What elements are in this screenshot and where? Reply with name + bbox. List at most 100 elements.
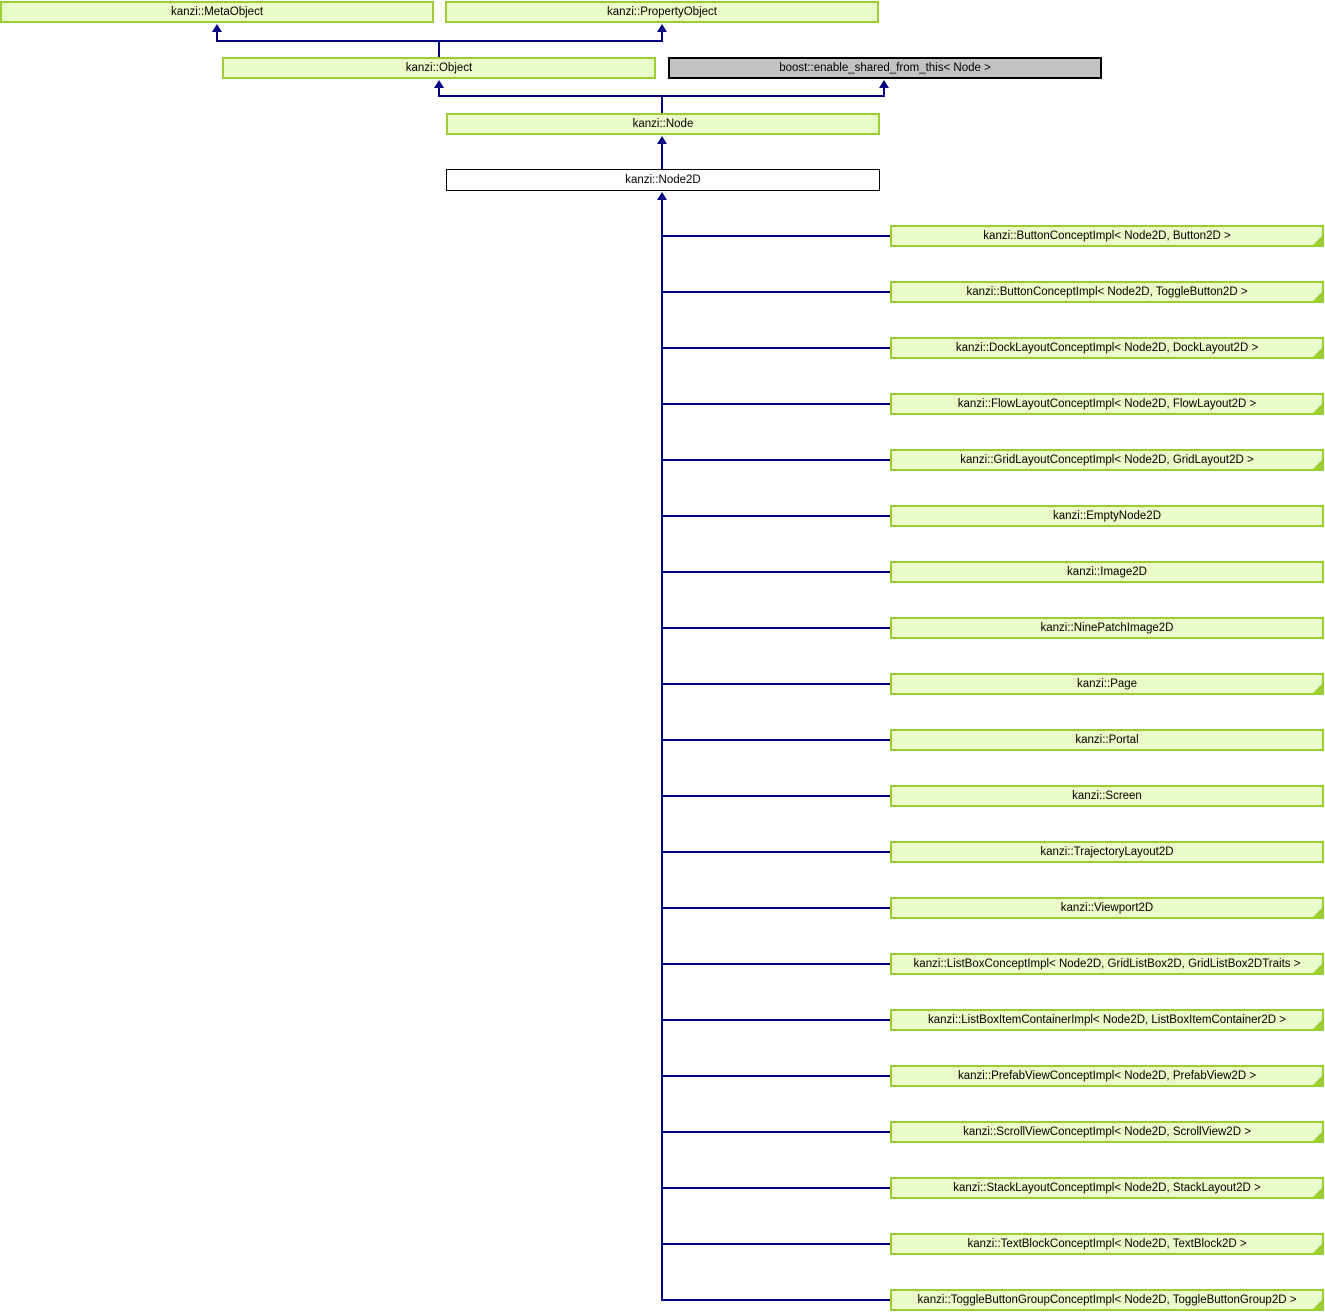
branch-edge xyxy=(663,291,890,293)
class-label: kanzi::DockLayoutConceptImpl< Node2D, Do… xyxy=(955,342,1259,354)
class-label: kanzi::Page xyxy=(1076,678,1138,690)
branch-edge xyxy=(663,1299,890,1301)
class-label: kanzi::ButtonConceptImpl< Node2D, Button… xyxy=(983,230,1231,242)
class-box-derived-12[interactable]: kanzi::Viewport2D xyxy=(890,897,1324,919)
class-label: kanzi::ScrollViewConceptImpl< Node2D, Sc… xyxy=(963,1126,1251,1138)
class-label: kanzi::GridLayoutConceptImpl< Node2D, Gr… xyxy=(960,454,1254,466)
class-label: kanzi::Object xyxy=(405,62,473,74)
class-label: kanzi::TextBlockConceptImpl< Node2D, Tex… xyxy=(967,1238,1247,1250)
class-label: kanzi::Node2D xyxy=(625,174,701,186)
class-box-kanzi-metaobject[interactable]: kanzi::MetaObject xyxy=(0,1,434,23)
fold-corner-icon xyxy=(1312,1019,1323,1030)
class-box-boost-enable-shared-from-this: boost::enable_shared_from_this< Node > xyxy=(668,57,1102,79)
fold-corner-icon xyxy=(1312,403,1323,414)
class-box-derived-1[interactable]: kanzi::ButtonConceptImpl< Node2D, Toggle… xyxy=(890,281,1324,303)
branch-edge xyxy=(663,459,890,461)
branch-edge xyxy=(663,795,890,797)
class-label: kanzi::StackLayoutConceptImpl< Node2D, S… xyxy=(953,1182,1261,1194)
inheritance-arrowhead xyxy=(657,24,667,32)
branch-edge xyxy=(663,1187,890,1189)
fold-corner-icon xyxy=(1312,1075,1323,1086)
fold-corner-icon xyxy=(1312,907,1323,918)
branch-edge xyxy=(663,1075,890,1077)
class-box-derived-18[interactable]: kanzi::TextBlockConceptImpl< Node2D, Tex… xyxy=(890,1233,1324,1255)
branch-edge xyxy=(663,571,890,573)
inheritance-edge xyxy=(661,143,663,170)
inheritance-arrowhead xyxy=(212,24,222,32)
fold-corner-icon xyxy=(1312,459,1323,470)
class-box-derived-9[interactable]: kanzi::Portal xyxy=(890,729,1324,751)
class-label: kanzi::Node xyxy=(632,118,694,130)
fold-corner-icon xyxy=(1312,683,1323,694)
fold-corner-icon xyxy=(1312,291,1323,302)
class-label: kanzi::PrefabViewConceptImpl< Node2D, Pr… xyxy=(957,1070,1257,1082)
class-label: kanzi::Portal xyxy=(1075,734,1139,746)
class-label: kanzi::ListBoxConceptImpl< Node2D, GridL… xyxy=(913,958,1301,970)
class-label: kanzi::Viewport2D xyxy=(1060,902,1154,914)
inheritance-arrowhead xyxy=(657,136,667,144)
fold-corner-icon xyxy=(1312,235,1323,246)
inheritance-edge xyxy=(438,41,440,57)
class-label: kanzi::ToggleButtonGroupConceptImpl< Nod… xyxy=(917,1294,1297,1306)
class-label: kanzi::NinePatchImage2D xyxy=(1040,622,1174,634)
class-box-derived-4[interactable]: kanzi::GridLayoutConceptImpl< Node2D, Gr… xyxy=(890,449,1324,471)
class-label: boost::enable_shared_from_this< Node > xyxy=(779,62,991,74)
branch-edge xyxy=(663,739,890,741)
fold-corner-icon xyxy=(1312,1299,1323,1310)
fold-corner-icon xyxy=(1312,963,1323,974)
inheritance-edge xyxy=(883,87,885,97)
inheritance-arrowhead xyxy=(434,80,444,88)
class-box-kanzi-node2d-focus: kanzi::Node2D xyxy=(446,169,880,191)
class-label: kanzi::PropertyObject xyxy=(607,6,717,18)
class-label: kanzi::TrajectoryLayout2D xyxy=(1040,846,1174,858)
trunk-edge xyxy=(661,199,663,1301)
branch-edge xyxy=(663,515,890,517)
class-box-kanzi-propertyobject[interactable]: kanzi::PropertyObject xyxy=(445,1,879,23)
class-box-derived-14[interactable]: kanzi::ListBoxItemContainerImpl< Node2D,… xyxy=(890,1009,1324,1031)
branch-edge xyxy=(663,235,890,237)
inheritance-edge xyxy=(661,30,663,42)
class-box-derived-19[interactable]: kanzi::ToggleButtonGroupConceptImpl< Nod… xyxy=(890,1289,1324,1311)
class-label: kanzi::EmptyNode2D xyxy=(1052,510,1162,522)
class-box-derived-11[interactable]: kanzi::TrajectoryLayout2D xyxy=(890,841,1324,863)
fold-corner-icon xyxy=(1312,1187,1323,1198)
branch-edge xyxy=(663,683,890,685)
branch-edge xyxy=(663,1131,890,1133)
inheritance-arrowhead xyxy=(879,80,889,88)
class-box-kanzi-node[interactable]: kanzi::Node xyxy=(446,113,880,135)
class-box-derived-16[interactable]: kanzi::ScrollViewConceptImpl< Node2D, Sc… xyxy=(890,1121,1324,1143)
class-label: kanzi::Screen xyxy=(1072,790,1142,802)
inheritance-edge xyxy=(216,30,218,42)
class-box-derived-3[interactable]: kanzi::FlowLayoutConceptImpl< Node2D, Fl… xyxy=(890,393,1324,415)
class-box-derived-15[interactable]: kanzi::PrefabViewConceptImpl< Node2D, Pr… xyxy=(890,1065,1324,1087)
branch-edge xyxy=(663,347,890,349)
inheritance-arrowhead xyxy=(657,192,667,200)
fold-corner-icon xyxy=(1312,1243,1323,1254)
class-box-kanzi-object[interactable]: kanzi::Object xyxy=(222,57,656,79)
class-label: kanzi::Image2D xyxy=(1067,566,1147,578)
class-box-derived-2[interactable]: kanzi::DockLayoutConceptImpl< Node2D, Do… xyxy=(890,337,1324,359)
branch-edge xyxy=(663,963,890,965)
inheritance-edge xyxy=(661,96,663,114)
class-box-derived-13[interactable]: kanzi::ListBoxConceptImpl< Node2D, GridL… xyxy=(890,953,1324,975)
branch-edge xyxy=(663,627,890,629)
fold-corner-icon xyxy=(1312,347,1323,358)
class-box-derived-5[interactable]: kanzi::EmptyNode2D xyxy=(890,505,1324,527)
branch-edge xyxy=(663,907,890,909)
class-label: kanzi::ButtonConceptImpl< Node2D, Toggle… xyxy=(966,286,1248,298)
inheritance-edge xyxy=(438,87,440,97)
class-box-derived-8[interactable]: kanzi::Page xyxy=(890,673,1324,695)
class-box-derived-7[interactable]: kanzi::NinePatchImage2D xyxy=(890,617,1324,639)
class-label: kanzi::ListBoxItemContainerImpl< Node2D,… xyxy=(928,1014,1286,1026)
branch-edge xyxy=(663,1243,890,1245)
class-box-derived-0[interactable]: kanzi::ButtonConceptImpl< Node2D, Button… xyxy=(890,225,1324,247)
fold-corner-icon xyxy=(1312,1131,1323,1142)
class-box-derived-6[interactable]: kanzi::Image2D xyxy=(890,561,1324,583)
class-label: kanzi::MetaObject xyxy=(170,6,264,18)
branch-edge xyxy=(663,851,890,853)
branch-edge xyxy=(663,403,890,405)
class-box-derived-17[interactable]: kanzi::StackLayoutConceptImpl< Node2D, S… xyxy=(890,1177,1324,1199)
class-box-derived-10[interactable]: kanzi::Screen xyxy=(890,785,1324,807)
branch-edge xyxy=(663,1019,890,1021)
